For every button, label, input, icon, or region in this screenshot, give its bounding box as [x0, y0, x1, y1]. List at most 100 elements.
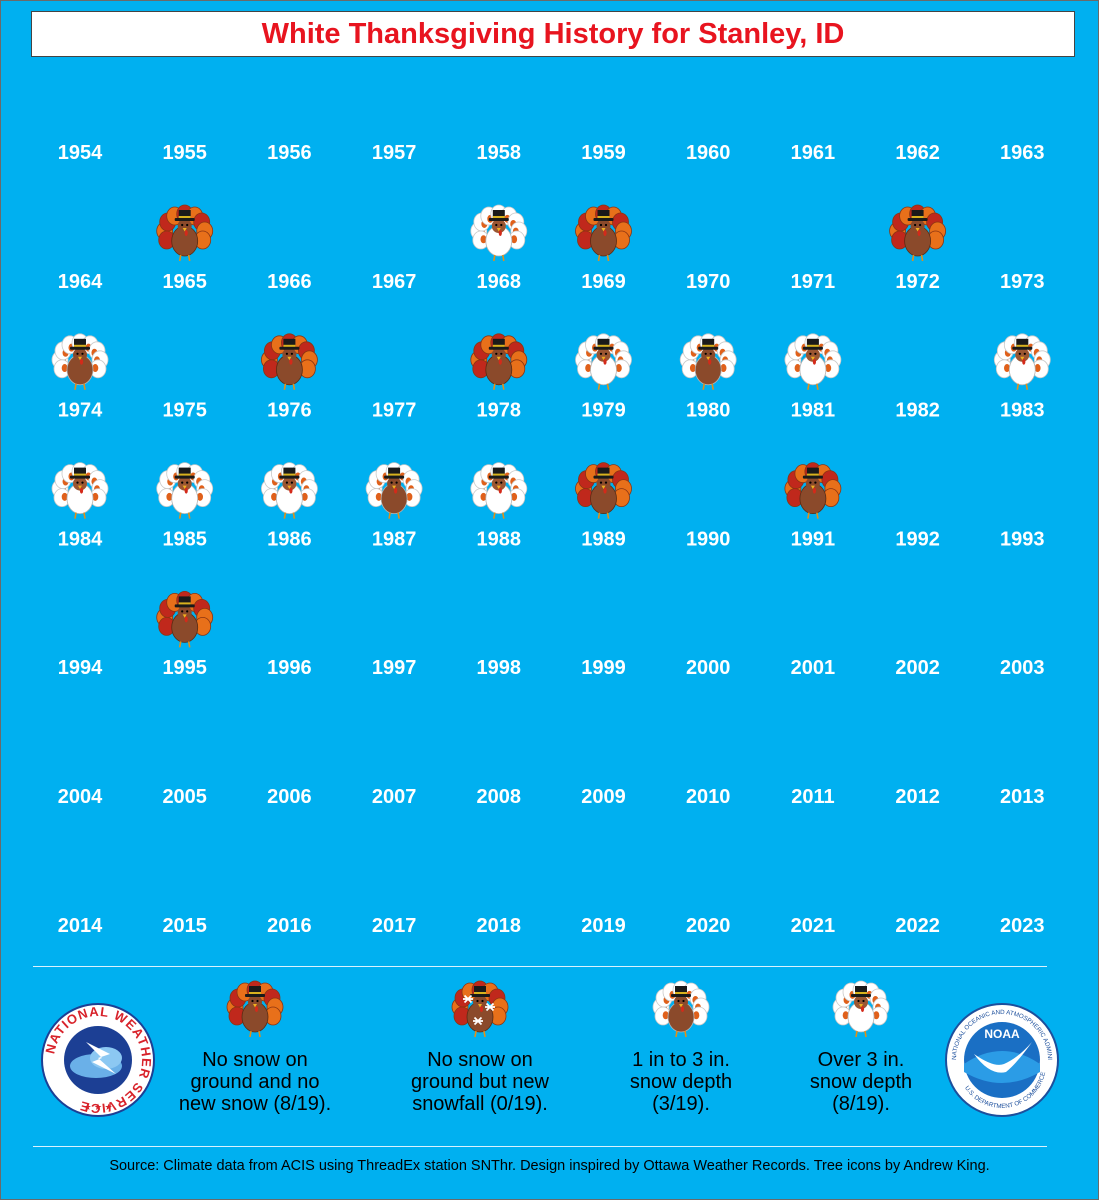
year-label: 2009 — [581, 786, 626, 808]
year-label: 2002 — [895, 657, 940, 679]
year-label: 1973 — [1000, 271, 1045, 293]
legend-text-line: snow depth — [629, 1071, 733, 1093]
year-label: 1991 — [791, 528, 836, 550]
turkey-marker-none — [575, 462, 632, 519]
turkey-marker-light — [51, 333, 109, 390]
year-label: 2007 — [372, 786, 417, 808]
year-label: 1993 — [1000, 528, 1045, 550]
year-label: 1989 — [581, 528, 626, 550]
source-note: Source: Climate data from ACIS using Thr… — [109, 1158, 990, 1174]
year-label: 1992 — [895, 528, 940, 550]
turkey-marker-light — [365, 462, 423, 519]
year-label: 2006 — [267, 786, 312, 808]
year-label: 1960 — [686, 142, 731, 164]
year-label: 2011 — [791, 786, 834, 808]
year-label: 2010 — [686, 786, 731, 808]
year-label: 1982 — [895, 400, 940, 422]
turkey-heavy-snow-icon — [832, 980, 890, 1038]
legend-item-none: No snow on ground and no new snow (8/19)… — [155, 975, 355, 1115]
year-label: 1971 — [791, 271, 836, 293]
turkey-marker-none — [156, 591, 214, 648]
legend-text-line: snow depth — [809, 1071, 913, 1093]
turkey-marker-heavy — [784, 333, 842, 390]
year-label: 1979 — [581, 400, 626, 422]
year-label: 2021 — [791, 915, 836, 937]
legend-item-light-snow: 1 in to 3 in. snow depth (3/19). — [581, 975, 781, 1115]
year-label: 1981 — [791, 400, 836, 422]
year-label: 1994 — [58, 657, 103, 679]
noaa-logo: NATIONAL OCEANIC AND ATMOSPHERIC ADMINIS… — [944, 1002, 1059, 1117]
year-label: 2013 — [1000, 786, 1045, 808]
turkey-marker-none — [784, 462, 842, 519]
year-label: 1998 — [477, 657, 522, 679]
year-label: 1958 — [477, 142, 522, 164]
legend-text-line: No snow on — [427, 1049, 533, 1071]
turkey-marker-heavy — [470, 204, 528, 262]
year-label: 1959 — [581, 142, 626, 164]
turkey-icon — [226, 980, 284, 1038]
turkey-marker-heavy — [156, 462, 214, 519]
year-label: 1957 — [372, 142, 417, 164]
legend-item-heavy-snow: Over 3 in. snow depth (8/19). — [761, 975, 961, 1115]
turkey-marker-light — [679, 333, 737, 390]
turkey-marker-none — [470, 333, 528, 390]
chart-title: White Thanksgiving History for Stanley, … — [31, 11, 1075, 57]
year-label: 1996 — [267, 657, 312, 679]
year-label: 1985 — [162, 528, 207, 550]
noaa-wordmark: NOAA — [984, 1027, 1020, 1041]
turkey-marker-heavy — [993, 333, 1051, 390]
year-label: 2019 — [581, 915, 626, 937]
turkey-marker-none — [575, 204, 632, 262]
year-label: 1988 — [477, 528, 522, 550]
year-label: 1995 — [162, 657, 207, 679]
year-label: 2003 — [1000, 657, 1045, 679]
turkey-marker-heavy — [470, 462, 528, 519]
legend-text-line: Over 3 in. — [817, 1049, 905, 1071]
year-grid: 1954 1955 1956 1957 1958 1959 1960 1961 1962 1963… — [51, 142, 1051, 937]
year-label: 1999 — [581, 657, 626, 679]
year-label: 1955 — [162, 142, 207, 164]
year-label: 2017 — [372, 915, 417, 937]
turkey-marker-none — [889, 204, 946, 262]
legend-divider-bottom — [33, 1146, 1047, 1147]
year-label: 2000 — [686, 657, 731, 679]
year-label: 1963 — [1000, 142, 1045, 164]
year-label: 2005 — [162, 786, 207, 808]
legend-text-line: ground and no — [190, 1071, 320, 1093]
year-label: 1983 — [1000, 400, 1045, 422]
legend-text-line: No snow on — [202, 1049, 308, 1071]
legend-text-line: 1 in to 3 in. — [632, 1049, 730, 1071]
legend-text-line: (8/19). — [832, 1093, 890, 1115]
year-label: 2022 — [895, 915, 940, 937]
year-label: 2023 — [1000, 915, 1045, 937]
turkey-marker-none — [260, 333, 318, 390]
turkey-marker-heavy — [51, 462, 109, 519]
legend-divider-top — [33, 966, 1047, 967]
year-label: 1961 — [791, 142, 836, 164]
turkey-snowfall-icon — [451, 980, 509, 1038]
turkey-marker-heavy — [260, 462, 318, 519]
year-label: 1976 — [267, 400, 312, 422]
year-label: 1956 — [267, 142, 312, 164]
nws-logo: NATIONAL WEATHER SERVICE ★ ★ ★ — [41, 1003, 155, 1117]
year-label: 2014 — [58, 915, 103, 937]
turkey-marker-heavy — [575, 333, 632, 390]
year-label: 2016 — [267, 915, 312, 937]
legend-text-line: (3/19). — [652, 1093, 710, 1115]
year-label: 2018 — [477, 915, 522, 937]
year-label: 1974 — [58, 400, 103, 422]
year-label: 1962 — [895, 142, 940, 164]
year-label: 2015 — [162, 915, 207, 937]
legend-item-new-snow: No snow on ground but new snowfall (0/19… — [380, 975, 580, 1115]
year-label: 2001 — [791, 657, 836, 679]
year-label: 1975 — [162, 400, 207, 422]
svg-text:★ ★ ★: ★ ★ ★ — [83, 1102, 112, 1112]
turkey-marker-none — [156, 204, 214, 262]
year-label: 1954 — [58, 142, 103, 164]
year-label: 1984 — [58, 528, 103, 550]
chart-title-text: White Thanksgiving History for Stanley, … — [261, 17, 845, 50]
year-label: 1966 — [267, 271, 312, 293]
year-label: 2012 — [895, 786, 940, 808]
legend-text-line: snowfall (0/19). — [412, 1093, 548, 1115]
year-label: 1972 — [895, 271, 940, 293]
